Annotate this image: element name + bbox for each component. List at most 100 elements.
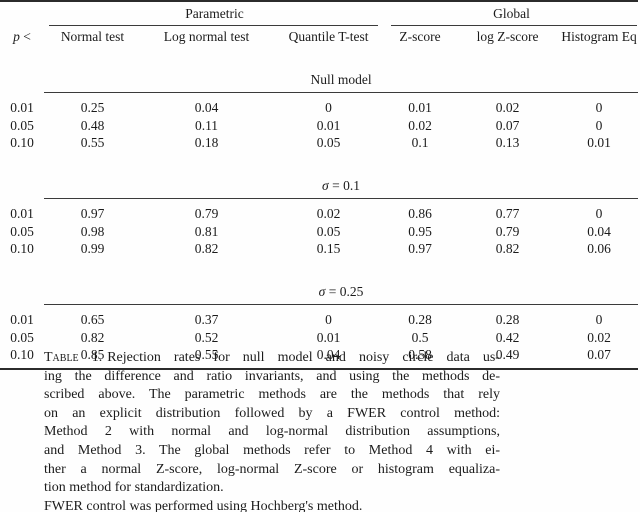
table-row: 0.10 0.55 0.18 0.05 0.1 0.13 0.01 [0,134,638,151]
group-header-parametric: Parametric [44,1,385,26]
section-title-row: σ = 0.25 [0,257,639,305]
caption-line: Table 1. Rejection rates for null model a… [44,349,500,368]
col-header-p: p < [0,26,44,47]
data-cell: 0.82 [495,240,520,256]
data-cell: 0.79 [495,223,520,239]
data-cell: 0.55 [194,346,219,362]
data-cell: 0.85 [80,346,105,362]
data-cell: 0 [595,312,603,327]
data-cell: 0.01 [587,134,611,150]
data-cell: 0.04 [316,346,341,362]
p-value-cell: 0.05 [10,329,34,345]
data-cell: 0.28 [495,312,520,327]
table-row: 0.01 0.97 0.79 0.02 0.86 0.77 0 [0,199,638,224]
data-cell: 0.04 [194,100,219,115]
data-cell: 0.11 [194,117,219,133]
col-header-log-z-score: log Z-score [476,28,539,44]
data-cell: 0.28 [408,312,432,327]
data-cell: 0.13 [495,134,520,150]
section-null-model: Null model 0.01 0.25 0.04 0 0.01 0.02 0 … [0,47,639,151]
data-cell: 0.5 [411,329,429,345]
data-cell: 0.07 [495,117,520,133]
data-cell: 0.97 [80,206,105,221]
col-header-z-score: Z-score [399,28,441,44]
data-cell: 0 [595,117,603,133]
p-value-cell: 0.05 [10,117,34,133]
column-header-row: p < Normal test Log normal test Quantile… [0,26,638,47]
caption-line: and Method 3. The global methods refer t… [44,442,500,458]
data-cell: 0.79 [194,206,219,221]
table-row: 0.10 0.99 0.82 0.15 0.97 0.82 0.06 [0,240,638,257]
table-row: 0.10 0.85 0.55 0.04 0.58 0.49 0.07 [0,346,638,363]
section-title-null-model: Null model [44,47,639,93]
data-cell: 0.48 [80,117,105,133]
p-value-cell: 0.01 [10,206,34,221]
data-cell: 0.99 [80,240,105,256]
group-header-global: Global [385,1,638,26]
sigma-value: = 0.1 [332,178,360,193]
data-cell: 0 [595,100,603,115]
empty-cell [0,151,44,199]
table-row: 0.05 0.98 0.81 0.05 0.95 0.79 0.04 [0,223,638,240]
caption-line: ther a normal Z-score, log-normal Z-scor… [44,461,500,477]
less-than-symbol: < [23,28,31,44]
group-header-row: Parametric Global [0,1,638,26]
caption-line: Method 2 with normal and log-normal dist… [44,424,500,440]
data-cell: 0.05 [316,223,341,239]
data-cell: 0.02 [408,117,432,133]
caption-line: scribed above. The parametric methods ar… [44,387,500,403]
col-header-normal-test: Normal test [60,28,125,44]
data-cell: 0.82 [80,329,105,345]
table-caption: Table 1. Rejection rates for null model a… [44,349,500,512]
caption-text: Rejection rates for null model and noisy… [107,350,500,365]
data-cell: 0.04 [587,223,611,239]
data-cell: 0.42 [495,329,520,345]
data-cell: 0.65 [80,312,105,327]
section-sigma-0-25: σ = 0.25 0.01 0.65 0.37 0 0.28 0.28 0 0.… [0,257,639,369]
section-title-sigma-0-25: σ = 0.25 [44,257,639,305]
caption-line: tion method for standardization. [44,480,224,496]
section-sigma-0-1: σ = 0.1 0.01 0.97 0.79 0.02 0.86 0.77 0 … [0,151,639,257]
data-cell: 0.55 [80,134,105,150]
p-value-cell: 0.10 [10,240,34,256]
p-value-cell: 0.01 [10,312,34,327]
sigma-symbol: σ [318,284,326,299]
results-table: Parametric Global p < Normal test Log no… [0,0,639,370]
data-cell: 0.07 [587,346,611,362]
data-cell: 0.02 [587,329,611,345]
data-cell: 0.95 [408,223,432,239]
empty-cell [0,47,44,93]
p-value-cell: 0.10 [10,346,34,362]
data-cell: 0 [325,100,332,115]
col-header-log-normal-test: Log normal test [163,28,250,44]
data-cell: 0.81 [194,223,219,239]
data-cell: 0.52 [194,329,219,345]
p-symbol: p [13,28,20,44]
caption-line: on an explicit distribution followed by … [44,405,500,421]
col-header-histogram-eq: Histogram Eq [561,28,637,44]
data-cell: 0.02 [316,206,341,221]
p-value-cell: 0.05 [10,223,34,239]
p-value-cell: 0.10 [10,134,34,150]
data-cell: 0.98 [80,223,105,239]
section-title-row: σ = 0.1 [0,151,639,199]
caption-label: Table 1. [44,350,103,365]
section-title-row: Null model [0,47,639,93]
data-cell: 0.77 [495,206,520,221]
data-cell: 0.1 [411,134,429,150]
data-cell: 0.97 [408,240,432,256]
section-title-sigma-0-1: σ = 0.1 [44,151,639,199]
data-cell: 0.25 [80,100,105,115]
data-cell: 0.86 [408,206,432,221]
data-cell: 0.49 [495,346,520,362]
sigma-symbol: σ [322,178,329,193]
data-cell: 0.37 [194,312,219,327]
data-cell: 0.05 [316,134,341,150]
table-row: 0.05 0.48 0.11 0.01 0.02 0.07 0 [0,117,638,134]
data-cell: 0 [325,312,332,327]
col-header-quantile-t-test: Quantile T-test [288,28,369,44]
caption-line: ing the difference and ratio invariants,… [44,368,500,384]
data-cell: 0.18 [194,134,219,150]
data-cell: 0.01 [408,100,432,115]
